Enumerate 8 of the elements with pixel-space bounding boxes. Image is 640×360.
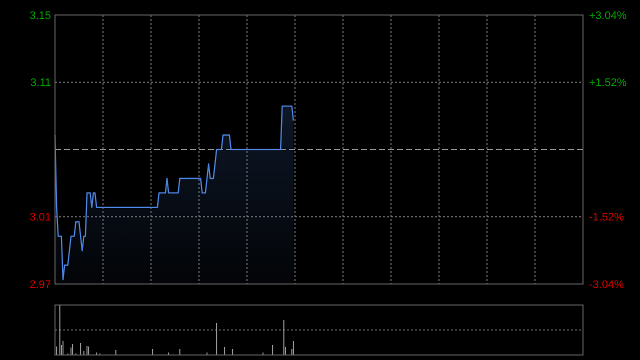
y2-tick-label: +3.04% — [589, 10, 627, 22]
y-tick-label: 3.01 — [30, 212, 51, 224]
y2-tick-label: +1.52% — [589, 77, 627, 90]
y-tick-label: 3.15 — [30, 10, 51, 22]
y-tick-label: 3.11 — [30, 77, 51, 90]
y-tick-label: 2.97 — [30, 278, 51, 291]
y2-tick-label: -3.04% — [589, 278, 624, 291]
y2-tick-label: -1.52% — [589, 212, 624, 224]
